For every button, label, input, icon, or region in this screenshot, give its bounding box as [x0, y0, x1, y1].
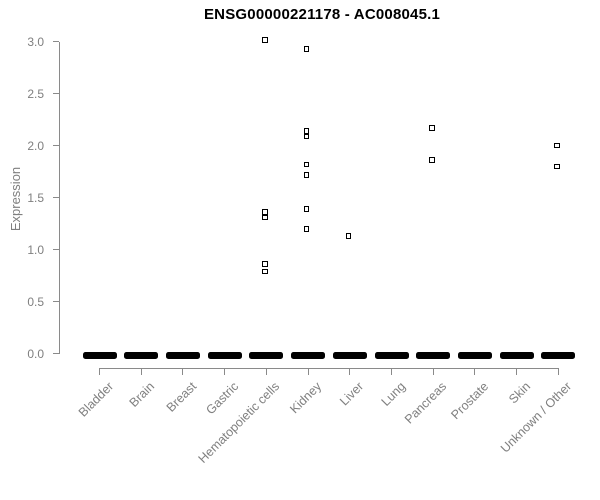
y-tick-mark [52, 93, 59, 95]
y-tick-label: 0.0 [27, 346, 44, 361]
data-point [303, 226, 310, 232]
zero-expression-cluster [416, 352, 451, 359]
zero-expression-cluster [124, 352, 159, 359]
x-tick-mark [432, 367, 434, 375]
y-tick-label: 1.0 [27, 242, 44, 257]
data-point [428, 125, 435, 131]
zero-expression-cluster [332, 352, 367, 359]
x-tick-mark [182, 367, 184, 375]
data-point [262, 214, 268, 221]
zero-expression-cluster [499, 352, 534, 359]
chart-title: ENSG00000221178 - AC008045.1 [203, 6, 441, 23]
data-point [262, 261, 268, 267]
data-point [303, 128, 310, 134]
zero-expression-cluster [82, 352, 117, 359]
y-tick-label: 2.0 [27, 138, 44, 153]
x-tick-mark [557, 367, 559, 375]
y-tick-mark [52, 249, 59, 251]
data-point [303, 171, 310, 178]
data-point [262, 36, 268, 43]
y-tick-label: 2.5 [27, 86, 44, 101]
y-tick-mark [52, 197, 59, 199]
data-point [303, 161, 310, 168]
data-point [345, 233, 352, 239]
zero-expression-cluster [457, 352, 492, 359]
zero-expression-cluster [249, 352, 284, 359]
x-tick-mark [349, 367, 351, 375]
data-point [262, 268, 268, 275]
data-point [554, 142, 560, 149]
y-tick-label: 1.5 [27, 190, 44, 205]
data-point [303, 133, 310, 140]
zero-expression-cluster [291, 352, 326, 359]
data-point [303, 206, 310, 212]
x-tick-mark [224, 367, 226, 375]
y-axis-line [58, 41, 60, 354]
x-tick-mark [140, 367, 142, 375]
zero-expression-cluster [541, 352, 576, 359]
y-tick-label: 3.0 [27, 34, 44, 49]
x-tick-mark [265, 367, 267, 375]
y-tick-mark [52, 145, 59, 147]
data-point [428, 157, 435, 164]
data-point [303, 46, 310, 52]
y-tick-mark [52, 353, 59, 354]
data-point [262, 209, 268, 215]
zero-expression-cluster [374, 352, 409, 359]
x-tick-mark [474, 367, 476, 375]
x-tick-mark [516, 367, 518, 375]
zero-expression-cluster [165, 352, 200, 359]
x-tick-mark [307, 367, 309, 375]
y-tick-mark [52, 41, 59, 43]
x-tick-mark [99, 367, 100, 375]
data-point [554, 163, 560, 170]
y-tick-mark [52, 301, 59, 303]
x-tick-mark [391, 367, 393, 375]
y-tick-label: 0.5 [27, 294, 44, 309]
x-axis-line [99, 367, 559, 369]
zero-expression-cluster [207, 352, 242, 359]
